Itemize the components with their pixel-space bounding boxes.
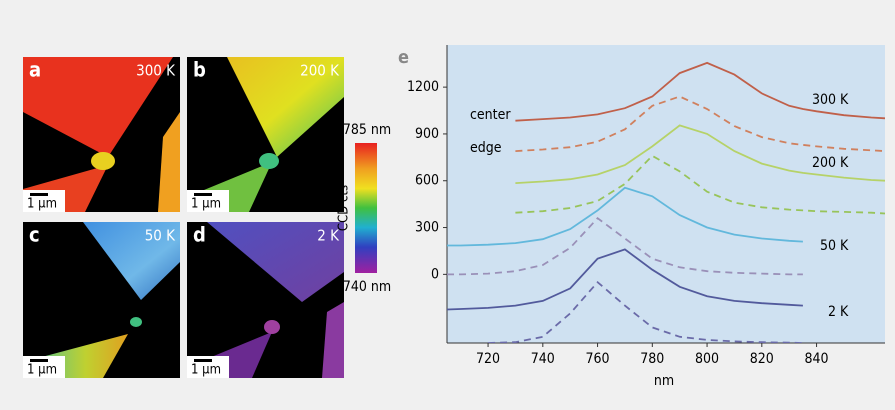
- colorbar-top: 785 nm: [343, 122, 391, 138]
- panel-letter: c: [29, 223, 40, 247]
- panel-temperature: 50 K: [145, 227, 176, 245]
- x-tick-label: 740: [531, 351, 555, 367]
- temperature-label: 50 K: [820, 238, 849, 254]
- panel-temperature: 300 K: [136, 62, 176, 80]
- colorbar-bottom: 740 nm: [343, 279, 391, 295]
- temperature-label: 300 K: [812, 92, 849, 108]
- figure: a 300 K b 200 K c 50 K d 2 K 1 µm 1 µm 1…: [0, 0, 895, 410]
- plot-background: [447, 45, 885, 343]
- x-tick-label: 760: [586, 351, 610, 367]
- scale-label: 1 µm: [27, 197, 57, 212]
- x-tick-label: 820: [750, 351, 774, 367]
- panel-temperature: 200 K: [300, 62, 340, 80]
- y-tick-label: 0: [431, 266, 439, 282]
- panel-b: [187, 57, 344, 212]
- x-tick-label: 720: [476, 351, 500, 367]
- panel-letter: e: [398, 47, 409, 68]
- y-tick-label: 900: [415, 126, 439, 142]
- y-tick-label: 600: [415, 173, 439, 189]
- scale-label: 1 µm: [191, 197, 221, 212]
- colorbar: [355, 143, 377, 273]
- profile-label: edge: [470, 140, 502, 156]
- temperature-label: 200 K: [812, 155, 849, 171]
- x-tick-label: 840: [805, 351, 829, 367]
- panel-letter: d: [193, 223, 206, 247]
- y-tick-label: 1200: [407, 79, 439, 95]
- panel-d: [187, 222, 344, 378]
- scale-label: 1 µm: [27, 363, 57, 378]
- panel-letter: b: [193, 58, 206, 82]
- colorbar-label: CCD cts: [337, 185, 352, 231]
- scale-label: 1 µm: [191, 363, 221, 378]
- x-axis-label: nm: [654, 373, 674, 389]
- panel-a: [23, 57, 180, 212]
- profile-label: center: [470, 107, 511, 123]
- page: a 300 K b 200 K c 50 K d 2 K 1 µm 1 µm 1…: [0, 0, 895, 410]
- panel-c: [23, 222, 180, 378]
- y-tick-label: 300: [415, 220, 439, 236]
- temperature-label: 2 K: [828, 304, 849, 320]
- panel-letter: a: [29, 58, 41, 82]
- x-tick-label: 780: [640, 351, 664, 367]
- x-tick-label: 800: [695, 351, 719, 367]
